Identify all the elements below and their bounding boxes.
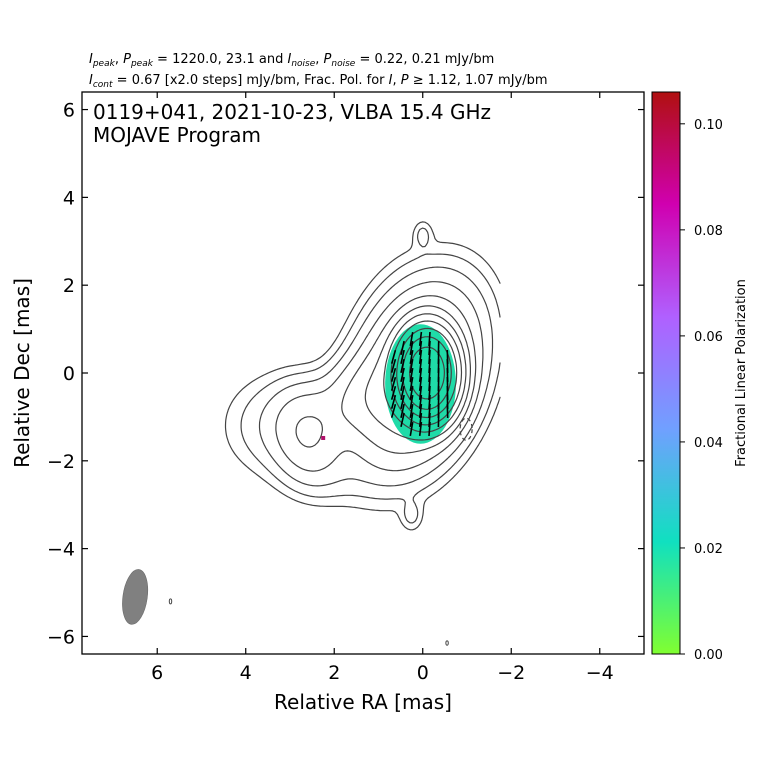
evpa-tick bbox=[409, 376, 414, 392]
x-tick-label: −2 bbox=[497, 662, 525, 684]
y-tick-label: −6 bbox=[47, 626, 75, 648]
plot-area bbox=[122, 221, 501, 646]
evpa-tick bbox=[418, 394, 423, 409]
evpa-tick bbox=[400, 349, 405, 364]
evpa-tick bbox=[418, 340, 423, 355]
evpa-tick bbox=[390, 385, 397, 400]
contour-level-5 bbox=[295, 295, 477, 454]
evpa-tick bbox=[400, 385, 405, 400]
y-tick-label: 2 bbox=[63, 275, 75, 297]
evpa-tick bbox=[409, 367, 414, 383]
evpa-tick bbox=[409, 385, 414, 401]
evpa-tick bbox=[418, 421, 423, 436]
beam-ellipse bbox=[122, 569, 149, 625]
colorbar-tick-label: 0.04 bbox=[694, 436, 723, 451]
y-tick-label: 0 bbox=[63, 363, 75, 385]
evpa-tick bbox=[390, 367, 397, 382]
evpa-tick bbox=[409, 349, 414, 365]
contour-level-7 bbox=[383, 313, 467, 433]
evpa-tick bbox=[428, 421, 431, 437]
evpa-tick bbox=[418, 403, 423, 418]
colorbar-tick-label: 0.08 bbox=[694, 224, 723, 239]
evpa-tick bbox=[390, 403, 397, 418]
negative-contour bbox=[459, 417, 473, 441]
x-tick-label: 0 bbox=[417, 662, 429, 684]
evpa-tick bbox=[400, 358, 405, 373]
contour-level-4 bbox=[275, 281, 484, 472]
colorbar bbox=[651, 91, 681, 655]
y-tick-label: −4 bbox=[47, 539, 75, 561]
polarization-pixel bbox=[321, 435, 326, 440]
evpa-tick bbox=[418, 376, 423, 391]
evpa-tick bbox=[400, 367, 405, 382]
evpa-tick bbox=[400, 403, 405, 418]
contour-level-2 bbox=[240, 227, 501, 524]
evpa-tick bbox=[418, 331, 423, 346]
contour-level-3 bbox=[258, 266, 494, 487]
evpa-tick bbox=[409, 403, 414, 419]
evpa-tick bbox=[409, 340, 414, 356]
evpa-tick bbox=[418, 367, 423, 382]
x-tick-label: 6 bbox=[151, 662, 163, 684]
colorbar-tick-label: 0.02 bbox=[694, 542, 723, 557]
header-line-1: Ipeak, Ppeak = 1220.0, 23.1 and Inoise, … bbox=[89, 52, 494, 69]
x-tick-label: 4 bbox=[240, 662, 252, 684]
evpa-ticks bbox=[390, 331, 449, 437]
colorbar-ticks: 0.00 0.02 0.04 0.06 0.08 0.10 bbox=[680, 118, 723, 663]
evpa-tick bbox=[409, 358, 414, 374]
noise-feature bbox=[445, 640, 449, 646]
colorbar-tick-label: 0.10 bbox=[694, 118, 723, 133]
evpa-tick bbox=[409, 394, 414, 410]
x-tick-label: 2 bbox=[328, 662, 340, 684]
evpa-tick bbox=[409, 331, 414, 347]
evpa-tick bbox=[409, 412, 414, 428]
contour-level-1 bbox=[224, 221, 501, 531]
colorbar-label: Fractional Linear Polarization bbox=[734, 279, 749, 467]
y-tick-label: 6 bbox=[63, 100, 75, 122]
evpa-tick bbox=[418, 349, 423, 364]
evpa-tick bbox=[400, 376, 405, 391]
header-line-2: Icont = 0.67 [x2.0 steps] mJy/bm, Frac. … bbox=[89, 73, 548, 90]
inset-title-line-1: 0119+041, 2021-10-23, VLBA 15.4 GHz bbox=[93, 100, 491, 124]
evpa-tick bbox=[418, 412, 423, 427]
evpa-tick bbox=[390, 358, 397, 373]
evpa-tick bbox=[390, 349, 397, 364]
y-tick-label: −2 bbox=[47, 451, 75, 473]
x-tick-label: −4 bbox=[586, 662, 614, 684]
evpa-tick bbox=[418, 385, 423, 400]
inset-title-line-2: MOJAVE Program bbox=[93, 123, 261, 147]
evpa-tick bbox=[400, 394, 405, 409]
contour-level-6 bbox=[364, 305, 471, 441]
evpa-tick bbox=[390, 394, 397, 409]
evpa-tick bbox=[418, 358, 423, 373]
y-tick-label: 4 bbox=[63, 187, 75, 209]
evpa-tick bbox=[400, 412, 405, 427]
axis-ticks: 6 4 2 0 −2 −4 6 4 2 0 −2 −4 −6 bbox=[47, 92, 644, 684]
colorbar-tick-label: 0.06 bbox=[694, 330, 723, 345]
x-axis-label: Relative RA [mas] bbox=[274, 690, 452, 714]
evpa-tick bbox=[409, 421, 414, 437]
evpa-tick bbox=[390, 376, 397, 391]
evpa-tick bbox=[400, 340, 405, 355]
noise-feature bbox=[168, 598, 173, 605]
y-axis-label: Relative Dec [mas] bbox=[10, 278, 34, 468]
colorbar-tick-label: 0.00 bbox=[694, 648, 723, 663]
